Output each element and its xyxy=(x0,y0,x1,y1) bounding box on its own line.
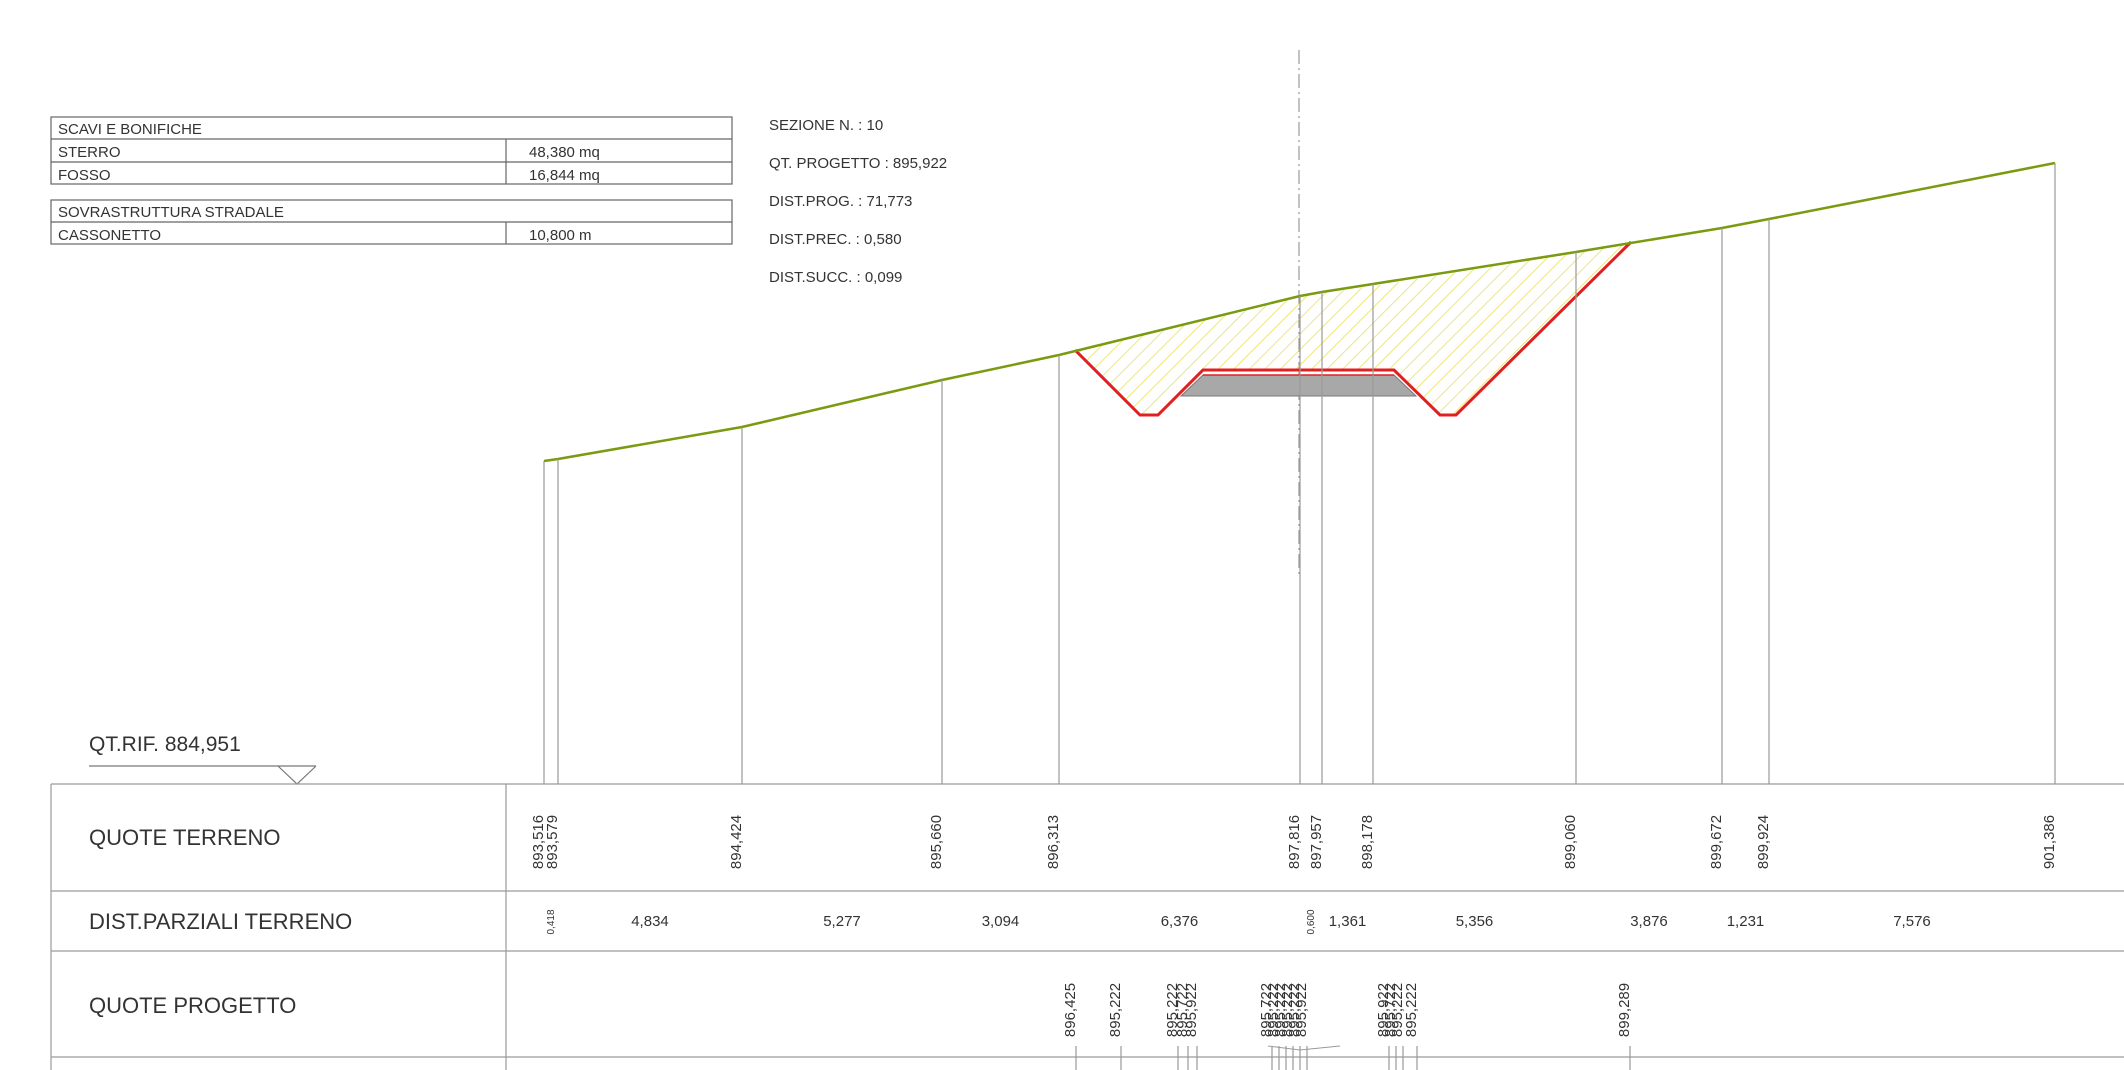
reference-elevation: QT.RIF. 884,951 xyxy=(89,733,241,756)
project-cluster-connector xyxy=(1267,1045,1341,1051)
partial-distance-label: 0,418 xyxy=(546,909,557,934)
row-label-quote-progetto: QUOTE PROGETTO xyxy=(89,993,296,1018)
excavation-outline xyxy=(1073,240,1633,417)
terrain-elevation-label: 901,386 xyxy=(2041,815,2058,869)
project-elevation-label: 895,922 xyxy=(1183,983,1200,1037)
terrain-elevation-label: 894,424 xyxy=(728,815,745,869)
terrain-elevation-label: 893,516 xyxy=(530,815,547,869)
cassonetto-value: 10,800 m xyxy=(529,227,592,244)
terrain-elevation-label: 897,957 xyxy=(1308,815,1325,869)
project-elevation-label: 895,922 xyxy=(1293,983,1310,1037)
project-elevation-label: 895,222 xyxy=(1272,983,1289,1037)
fosso-label: FOSSO xyxy=(58,167,111,184)
section-info: SEZIONE N. : 10 QT. PROGETTO : 895,922 D… xyxy=(769,117,947,286)
project-elevation-label: 895,222 xyxy=(1164,983,1181,1037)
partial-distance-values: 0,418 4,834 5,277 3,094 6,376 0,600 1,361 5,356… xyxy=(546,909,1931,934)
project-elevation-label: 895,222 xyxy=(1286,983,1303,1037)
terrain-line xyxy=(543,161,2056,463)
project-elevation-label: 895,722 xyxy=(1174,983,1191,1037)
pavement-layer xyxy=(1179,374,1418,397)
terrain-elevation-label: 896,313 xyxy=(1045,815,1062,869)
project-elevation-label: 896,425 xyxy=(1062,983,1079,1037)
partial-distance-label: 5,277 xyxy=(823,913,861,930)
project-elevation-label: 895,222 xyxy=(1279,983,1296,1037)
terrain-elevation-label: 895,660 xyxy=(928,815,945,869)
terrain-elevation-label: 898,178 xyxy=(1359,815,1376,869)
terrain-verticals xyxy=(543,163,2056,784)
sovrastruttura-table: SOVRASTRUTTURA STRADALE CASSONETTO 10,80… xyxy=(50,199,733,245)
partial-distance-label: 1,361 xyxy=(1329,913,1367,930)
partial-distance-label: 4,834 xyxy=(631,913,669,930)
project-elevation-label: 895,222 xyxy=(1107,983,1124,1037)
scavi-title: SCAVI E BONIFICHE xyxy=(58,121,202,138)
partial-distance-label: 7,576 xyxy=(1893,913,1931,930)
fosso-value: 16,844 mq xyxy=(529,167,600,184)
partial-distance-label: 3,876 xyxy=(1630,913,1668,930)
terrain-elevation-label: 897,816 xyxy=(1286,815,1303,869)
row-label-quote-terreno: QUOTE TERRENO xyxy=(89,825,281,850)
project-elevation: QT. PROGETTO : 895,922 xyxy=(769,155,947,172)
data-table: QUOTE TERRENO DIST.PARZIALI TERRENO QUOT… xyxy=(50,783,2124,1070)
project-elevation-label: 899,289 xyxy=(1616,983,1633,1037)
reference-marker: QT.RIF. 884,951 xyxy=(89,733,317,785)
progressive-distance: DIST.PROG. : 71,773 xyxy=(769,193,912,210)
project-elevation-label: 895,922 xyxy=(1375,983,1392,1037)
terrain-elevation-label: 899,924 xyxy=(1755,815,1772,869)
row-label-dist-parziali: DIST.PARZIALI TERRENO xyxy=(89,909,352,934)
section-number: SEZIONE N. : 10 xyxy=(769,117,883,134)
partial-distance-label: 5,356 xyxy=(1456,913,1494,930)
terrain-elevation-label: 899,060 xyxy=(1562,815,1579,869)
terrain-elevation-label: 893,579 xyxy=(544,815,561,869)
next-distance: DIST.SUCC. : 0,099 xyxy=(769,269,902,286)
terrain-elevation-label: 899,672 xyxy=(1708,815,1725,869)
reference-triangle-icon xyxy=(277,765,317,785)
cassonetto-label: CASSONETTO xyxy=(58,227,161,244)
partial-distance-label: 3,094 xyxy=(982,913,1020,930)
project-elevation-label: 895,222 xyxy=(1389,983,1406,1037)
project-elevation-label: 895,722 xyxy=(1258,983,1275,1037)
sovrastruttura-title: SOVRASTRUTTURA STRADALE xyxy=(58,204,284,221)
excavation-hatch xyxy=(1075,242,1631,415)
previous-distance: DIST.PREC. : 0,580 xyxy=(769,231,902,248)
scavi-table: SCAVI E BONIFICHE STERRO 48,380 mq FOSSO… xyxy=(50,116,733,185)
sterro-label: STERRO xyxy=(58,144,121,161)
partial-distance-label: 0,600 xyxy=(1306,909,1317,934)
sterro-value: 48,380 mq xyxy=(529,144,600,161)
partial-distance-label: 1,231 xyxy=(1727,913,1765,930)
partial-distance-label: 6,376 xyxy=(1161,913,1199,930)
project-elevation-label: 895,222 xyxy=(1265,983,1282,1037)
project-elevation-label: 895,222 xyxy=(1403,983,1420,1037)
project-elevation-label: 895,722 xyxy=(1382,983,1399,1037)
